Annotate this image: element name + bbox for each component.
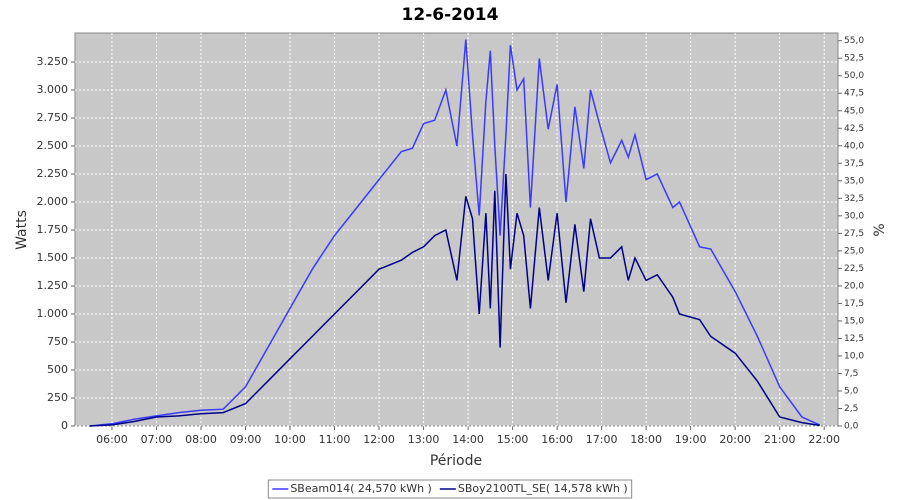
y2-tick-label: 37,5 bbox=[844, 159, 864, 169]
y2-tick-label: 15,0 bbox=[844, 316, 864, 326]
x-tick-label: 18:00 bbox=[630, 433, 662, 446]
y2-tick-label: 17,5 bbox=[844, 299, 864, 309]
x-tick-label: 22:00 bbox=[808, 433, 840, 446]
y-tick-label: 2.500 bbox=[37, 139, 69, 152]
y2-tick-label: 45,0 bbox=[844, 106, 864, 116]
y-tick-label: 2.250 bbox=[37, 167, 69, 180]
y2-tick-label: 52,5 bbox=[844, 54, 864, 64]
x-tick-label: 11:00 bbox=[319, 433, 351, 446]
y-tick-label: 750 bbox=[47, 335, 68, 348]
y-tick-label: 1.000 bbox=[37, 307, 69, 320]
x-tick-label: 06:00 bbox=[96, 433, 128, 446]
y2-tick-label: 10,0 bbox=[844, 351, 864, 361]
y2-tick-label: 5,0 bbox=[844, 386, 859, 396]
y-tick-label: 2.000 bbox=[37, 195, 69, 208]
y-tick-label: 0 bbox=[61, 419, 68, 432]
y2-tick-label: 7,5 bbox=[844, 369, 858, 379]
y-tick-label: 1.250 bbox=[37, 279, 69, 292]
y2-tick-label: 12,5 bbox=[844, 334, 864, 344]
legend-label: SBoy2100TL_SE( 14,578 kWh ) bbox=[458, 482, 628, 495]
y-tick-label: 2.750 bbox=[37, 111, 69, 124]
x-tick-label: 14:00 bbox=[452, 433, 484, 446]
y2-tick-label: 32,5 bbox=[844, 194, 864, 204]
x-tick-label: 17:00 bbox=[586, 433, 618, 446]
y2-tick-label: 25,0 bbox=[844, 246, 864, 256]
x-axis-label: Période bbox=[430, 453, 482, 469]
y2-tick-label: 55,0 bbox=[844, 36, 864, 46]
x-tick-label: 21:00 bbox=[764, 433, 796, 446]
chart-title: 12-6-2014 bbox=[402, 5, 499, 25]
y-tick-label: 1.500 bbox=[37, 251, 69, 264]
legend-label: SBeam014( 24,570 kWh ) bbox=[290, 482, 432, 495]
y-tick-label: 250 bbox=[47, 391, 68, 404]
x-tick-label: 15:00 bbox=[497, 433, 529, 446]
x-tick-label: 13:00 bbox=[408, 433, 440, 446]
x-tick-label: 08:00 bbox=[185, 433, 217, 446]
plot-area bbox=[74, 32, 839, 427]
y2-tick-label: 30,0 bbox=[844, 211, 864, 221]
x-tick-label: 07:00 bbox=[141, 433, 173, 446]
series-line bbox=[89, 173, 820, 427]
y-tick-label: 500 bbox=[47, 363, 68, 376]
y2-tick-label: 42,5 bbox=[844, 124, 864, 134]
y2-tick-label: 40,0 bbox=[844, 141, 864, 151]
y2-axis-label: % bbox=[872, 223, 888, 236]
y2-tick-label: 20,0 bbox=[844, 281, 864, 291]
y2-tick-label: 35,0 bbox=[844, 176, 864, 186]
y2-tick-label: 2,5 bbox=[844, 404, 858, 414]
y-tick-label: 3.250 bbox=[37, 55, 69, 68]
x-tick-label: 12:00 bbox=[363, 433, 395, 446]
x-tick-label: 09:00 bbox=[230, 433, 262, 446]
y-axis-label: Watts bbox=[14, 210, 30, 250]
x-tick-label: 20:00 bbox=[719, 433, 751, 446]
y-tick-label: 3.000 bbox=[37, 83, 69, 96]
legend: SBeam014( 24,570 kWh ) SBoy2100TL_SE( 14,… bbox=[267, 479, 633, 499]
y2-tick-label: 50,0 bbox=[844, 71, 864, 81]
x-tick-label: 16:00 bbox=[541, 433, 573, 446]
x-tick-label: 10:00 bbox=[274, 433, 306, 446]
y2-tick-label: 47,5 bbox=[844, 89, 864, 99]
y2-tick-label: 0,0 bbox=[844, 422, 859, 432]
series-line bbox=[89, 39, 821, 427]
y-tick-label: 1.750 bbox=[37, 223, 69, 236]
y2-tick-label: 27,5 bbox=[844, 229, 864, 239]
y2-tick-label: 22,5 bbox=[844, 264, 864, 274]
x-tick-label: 19:00 bbox=[675, 433, 707, 446]
